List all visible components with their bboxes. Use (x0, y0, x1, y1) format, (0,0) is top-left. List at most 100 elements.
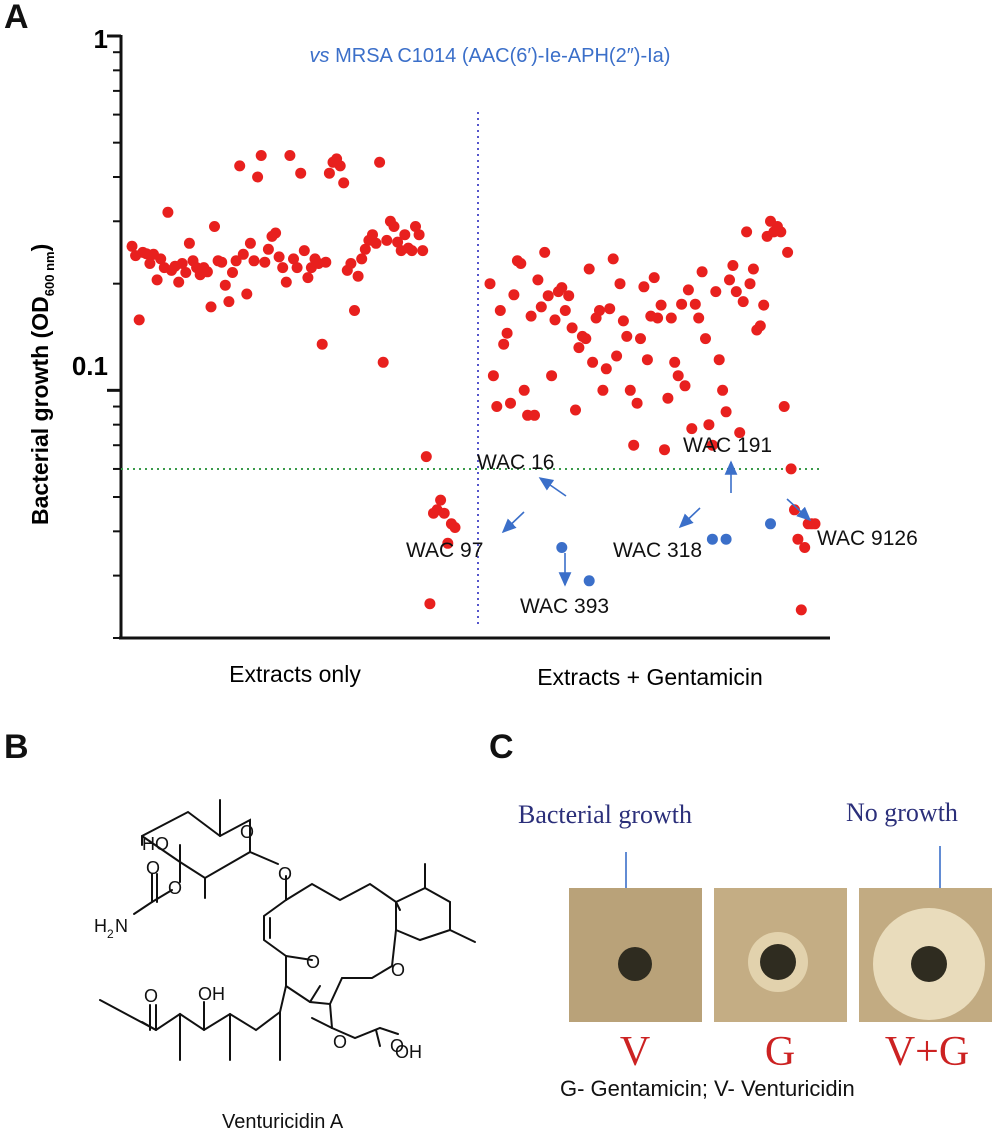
y-axis-label: Bacterial growth (OD600 nm) (27, 244, 57, 525)
data-point (183, 237, 195, 249)
data-point (600, 363, 612, 375)
data-point (410, 221, 421, 232)
data-point (628, 439, 640, 451)
data-point (529, 409, 540, 421)
atom-sub-2: 2 (107, 927, 114, 941)
data-point (352, 270, 364, 282)
data-point (556, 282, 568, 294)
y-tick-label-0.1: 0.1 (72, 351, 108, 381)
y-ticks (107, 34, 121, 639)
annotation-wac393: WAC 393 (520, 595, 609, 618)
data-point (345, 258, 357, 269)
data-point (288, 253, 299, 265)
arrow-wac9126 (786, 498, 812, 522)
hit-point (765, 518, 776, 530)
data-point (727, 260, 739, 271)
data-point (323, 167, 335, 179)
data-point (679, 380, 691, 392)
data-point (542, 290, 554, 302)
data-point (710, 286, 722, 298)
caption-no-growth: No growth (846, 798, 958, 827)
data-point (549, 314, 561, 326)
data-point (248, 255, 260, 267)
data-point (754, 320, 766, 332)
data-point (621, 330, 633, 342)
data-point (144, 258, 156, 269)
data-point (747, 263, 759, 275)
data-points (126, 150, 821, 616)
data-point (151, 274, 163, 286)
data-point (799, 542, 811, 553)
x-group-label-extracts-gentamicin: Extracts + Gentamicin (537, 664, 763, 690)
data-point (689, 298, 701, 310)
data-point (730, 286, 742, 298)
annotation-wac97: WAC 97 (406, 539, 483, 562)
data-point (614, 278, 626, 290)
data-point (672, 370, 684, 382)
data-point (539, 246, 551, 258)
arrow-wac16 (538, 477, 567, 497)
annotation-wac16: WAC 16 (477, 451, 554, 474)
data-point (302, 272, 314, 284)
data-point (280, 276, 292, 288)
data-point (638, 281, 650, 293)
atom-n: N (115, 916, 128, 936)
data-point (424, 598, 436, 610)
panel-c-letter: C (489, 728, 514, 766)
hit-arrows (501, 460, 812, 587)
data-point (775, 226, 787, 238)
data-point (381, 234, 393, 246)
data-point (209, 221, 220, 232)
atom-ho: HO (142, 834, 169, 854)
x-group-label-extracts: Extracts only (229, 661, 361, 687)
data-point (792, 533, 804, 545)
data-point (563, 290, 575, 302)
data-point (724, 274, 735, 286)
data-point (566, 322, 578, 334)
data-point (782, 246, 794, 258)
plate-vg (859, 888, 992, 1022)
data-point (594, 305, 605, 316)
panel-b-letter: B (4, 728, 29, 766)
data-point (449, 522, 461, 533)
data-point (223, 296, 235, 308)
data-point (356, 253, 368, 265)
atom-o-ring: O (240, 822, 254, 842)
data-point (320, 256, 332, 268)
data-point (180, 267, 192, 278)
data-point (230, 255, 242, 267)
data-point (241, 288, 253, 300)
data-point (374, 156, 386, 168)
venturicidin-structure: HO O O H 2 N O O O OH O OH O O O (94, 799, 476, 1062)
data-point (706, 439, 718, 451)
plate-label-vg: V+G (884, 1029, 970, 1075)
data-point (255, 150, 267, 161)
data-point (406, 245, 418, 257)
atom-o-pyran: O (391, 960, 405, 980)
data-point (205, 301, 217, 313)
data-point (809, 518, 821, 530)
data-point (234, 160, 246, 172)
arrow-wac97 (501, 511, 525, 534)
data-point (546, 370, 558, 382)
molecule-name: Venturicidin A (222, 1111, 344, 1133)
data-point (734, 427, 746, 439)
data-point (682, 284, 694, 296)
caption-bacterial-growth: Bacterial growth (518, 800, 692, 829)
data-point (370, 237, 382, 249)
data-point (273, 251, 285, 263)
data-point (669, 356, 681, 368)
atom-o-lactone: O (333, 1032, 347, 1052)
atom-o-ketone: O (144, 986, 158, 1006)
data-point (785, 463, 797, 475)
atom-o-ester: O (168, 878, 182, 898)
data-point (525, 310, 537, 322)
data-point (316, 338, 328, 350)
data-point (252, 171, 264, 183)
data-point (583, 263, 595, 275)
atom-o-bridge: O (306, 952, 320, 972)
data-point (635, 333, 646, 345)
data-point (201, 266, 213, 278)
data-point (417, 245, 429, 257)
data-point (515, 258, 527, 269)
